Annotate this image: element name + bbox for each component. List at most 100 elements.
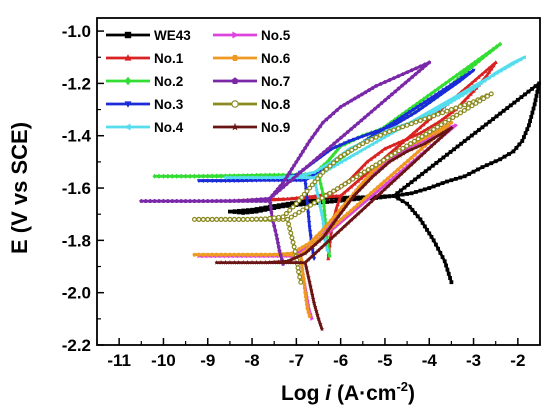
legend-label: No.2: [154, 74, 183, 89]
data-point: [491, 117, 495, 121]
data-point: [210, 198, 215, 203]
data-point: [223, 260, 228, 265]
data-point: [445, 152, 449, 157]
data-point: [409, 180, 414, 185]
data-point: [342, 102, 347, 107]
data-point: [205, 216, 211, 222]
data-point: [394, 155, 399, 160]
data-point: [494, 114, 499, 119]
data-point: [214, 216, 220, 222]
data-point: [287, 207, 293, 213]
data-point: [231, 122, 239, 131]
data-point: [280, 175, 285, 180]
data-point: [329, 194, 334, 198]
data-point: [319, 326, 325, 332]
data-point: [396, 196, 401, 201]
data-point: [285, 201, 290, 206]
data-point: [254, 178, 259, 183]
data-point: [386, 129, 392, 135]
data-point: [346, 179, 352, 185]
data-point: [192, 198, 197, 203]
data-point: [306, 310, 311, 315]
data-point: [354, 190, 360, 195]
data-point: [331, 111, 336, 115]
data-point: [343, 198, 347, 203]
data-point: [376, 168, 382, 174]
data-point: [201, 173, 206, 179]
data-point: [334, 212, 339, 216]
data-point: [415, 150, 420, 154]
data-point: [305, 142, 310, 147]
legend-item-no4: No.4: [106, 120, 184, 135]
data-point: [425, 227, 429, 232]
data-point: [263, 207, 268, 212]
data-point: [423, 169, 428, 174]
data-point: [438, 122, 444, 128]
data-point: [331, 188, 337, 194]
data-point: [378, 187, 383, 192]
x-tick-label: -4: [422, 351, 438, 370]
data-point: [377, 129, 383, 134]
data-point: [297, 274, 303, 280]
data-point: [425, 93, 430, 99]
data-point: [370, 142, 374, 147]
data-point: [196, 252, 201, 257]
data-point: [335, 220, 340, 225]
y-tick-label: -2.2: [62, 336, 91, 355]
data-point: [489, 161, 494, 166]
data-point: [232, 31, 239, 39]
data-point: [372, 195, 378, 201]
data-point: [205, 179, 210, 183]
data-point: [497, 68, 501, 73]
data-point: [446, 123, 451, 128]
data-point: [309, 182, 315, 188]
data-point: [469, 103, 475, 109]
data-point: [362, 172, 367, 177]
data-point: [310, 296, 316, 301]
data-point: [468, 92, 473, 96]
data-point: [391, 127, 397, 133]
data-point: [376, 103, 381, 108]
data-point: [430, 163, 435, 168]
data-point: [276, 259, 281, 264]
data-point: [325, 147, 330, 152]
data-point: [296, 156, 301, 161]
data-point: [312, 131, 317, 136]
data-point: [429, 143, 434, 149]
data-point: [274, 232, 279, 237]
data-point: [498, 157, 503, 162]
data-point: [385, 125, 390, 129]
data-point: [304, 188, 310, 194]
data-point: [305, 164, 310, 169]
data-point: [409, 121, 415, 127]
data-point: [378, 132, 384, 138]
data-point: [465, 65, 470, 71]
data-point: [383, 194, 387, 199]
data-point: [310, 237, 316, 242]
legend-label: No.8: [261, 97, 291, 112]
data-point: [476, 167, 480, 172]
data-point: [356, 168, 361, 173]
data-point: [349, 217, 355, 222]
data-point: [356, 211, 361, 216]
data-point: [432, 140, 438, 146]
data-point: [418, 143, 423, 148]
data-point: [332, 232, 338, 237]
data-point: [267, 259, 273, 265]
data-point: [413, 145, 419, 150]
data-point: [413, 211, 417, 216]
data-point: [437, 90, 442, 95]
y-tick-label: -1.8: [62, 231, 91, 250]
data-point: [483, 69, 488, 73]
data-point: [268, 205, 273, 210]
data-point: [231, 55, 239, 61]
data-point: [471, 84, 476, 89]
data-point: [326, 238, 331, 244]
data-point: [535, 89, 540, 94]
data-point: [436, 182, 441, 187]
data-point: [396, 114, 401, 120]
data-point: [368, 157, 373, 161]
data-point: [454, 73, 459, 78]
data-point: [200, 216, 206, 222]
data-point: [523, 131, 528, 136]
